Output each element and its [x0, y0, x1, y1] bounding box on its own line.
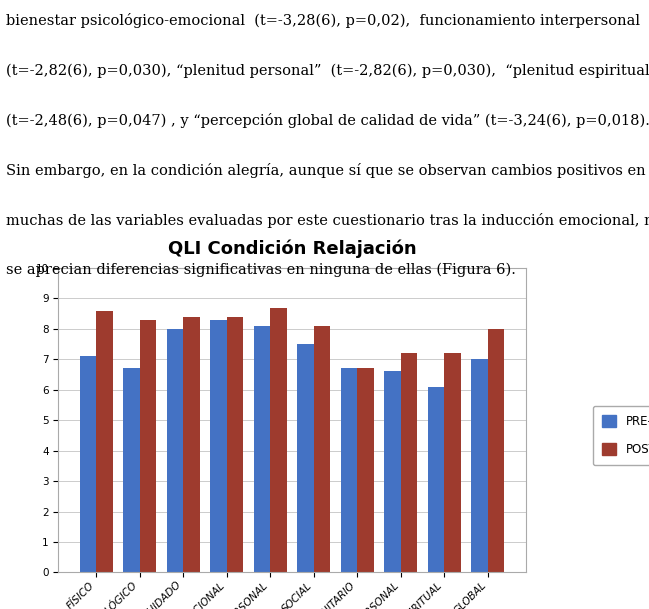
Bar — [254, 326, 270, 572]
Text: muchas de las variables evaluadas por este cuestionario tras la inducción emocio: muchas de las variables evaluadas por es… — [6, 213, 649, 228]
Bar — [384, 371, 401, 572]
Text: (t=-2,48(6), p=0,047) , y “percepción global de calidad de vida” (t=-3,24(6), p=: (t=-2,48(6), p=0,047) , y “percepción gl… — [6, 113, 649, 128]
Title: QLI Condición Relajación: QLI Condición Relajación — [167, 239, 417, 258]
Bar — [80, 356, 96, 572]
Bar — [341, 368, 358, 572]
Bar — [471, 359, 488, 572]
Bar — [183, 317, 200, 572]
Text: bienestar psicológico-emocional  (t=-3,28(6), p=0,02),  funcionamiento interpers: bienestar psicológico-emocional (t=-3,28… — [6, 13, 641, 29]
Bar — [401, 353, 417, 572]
Text: Sin embargo, en la condición alegría, aunque sí que se observan cambios positivo: Sin embargo, en la condición alegría, au… — [6, 163, 646, 178]
Bar — [167, 329, 183, 572]
Text: (t=-2,82(6), p=0,030), “plenitud personal”  (t=-2,82(6), p=0,030),  “plenitud es: (t=-2,82(6), p=0,030), “plenitud persona… — [6, 63, 649, 78]
Bar — [358, 368, 374, 572]
Bar — [297, 344, 314, 572]
Text: se aprecian diferencias significativas en ninguna de ellas (Figura 6).: se aprecian diferencias significativas e… — [6, 263, 517, 278]
Bar — [488, 329, 504, 572]
Bar — [210, 320, 227, 572]
Bar — [314, 326, 330, 572]
Bar — [227, 317, 243, 572]
Bar — [445, 353, 461, 572]
Bar — [96, 311, 113, 572]
Bar — [270, 308, 287, 572]
Bar — [123, 368, 140, 572]
Legend: PRE-TEST, POST-TEST: PRE-TEST, POST-TEST — [593, 406, 649, 465]
Bar — [140, 320, 156, 572]
Bar — [428, 387, 445, 572]
